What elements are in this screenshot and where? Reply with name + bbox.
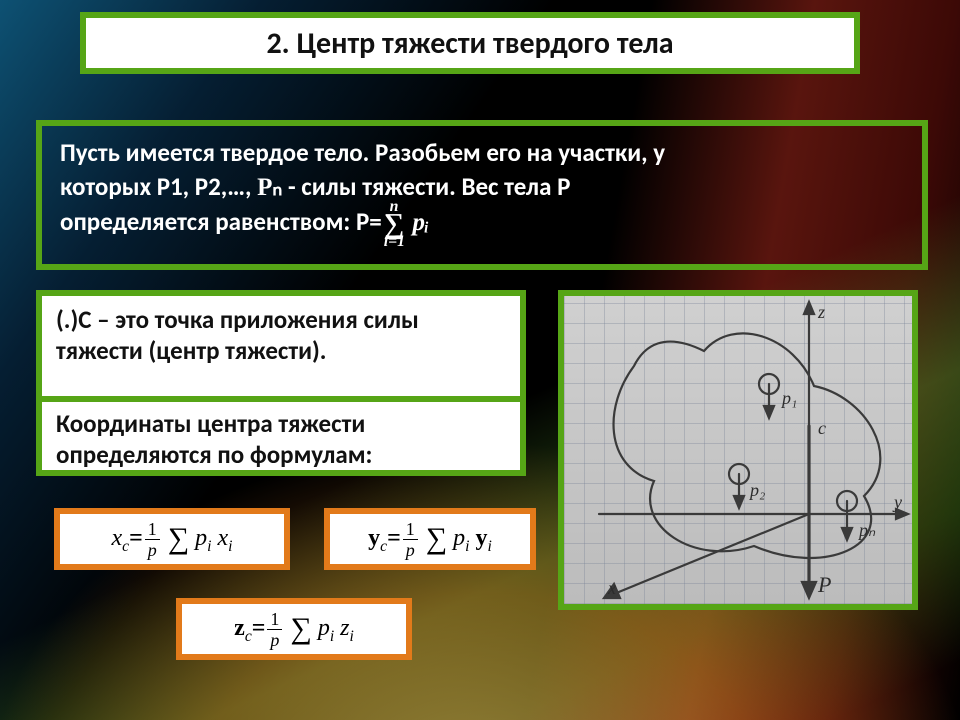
sum-lower: i=1 xyxy=(384,231,405,252)
coordinates-box: Координаты центра тяжести определяются п… xyxy=(36,396,526,476)
fz-num: 1 xyxy=(267,610,282,630)
axis-z-label: z xyxy=(817,302,825,322)
fz-i: i xyxy=(330,627,334,644)
sum-upper: n xyxy=(384,196,405,217)
fx-var: x xyxy=(112,525,123,551)
fy-i: i xyxy=(465,537,469,554)
fx-i: i xyxy=(207,537,211,554)
axis-x-label: x xyxy=(607,578,616,598)
diagram-big-p: P xyxy=(817,572,831,597)
diagram-p1: p₁ xyxy=(780,388,797,408)
definition-box: (.)С – это точка приложения силы тяжести… xyxy=(36,290,526,408)
fz-var: z xyxy=(234,615,245,641)
formula-zc: zc=1p ∑ pi zi xyxy=(176,598,412,660)
intro-line1a: Пусть имеется твердое тело. Разобьем его… xyxy=(60,137,665,168)
fz-zi-sub: i xyxy=(350,627,354,644)
diagram-p2: p₂ xyxy=(748,480,765,500)
sum-term: pᵢ xyxy=(412,209,429,236)
axis-y-label: y xyxy=(892,492,902,512)
slide-title-text: 2. Центр тяжести твердого тела xyxy=(266,25,673,62)
definition-text: (.)С – это точка приложения силы тяжести… xyxy=(56,304,419,366)
intro-line2: определяется равенством: Р= xyxy=(60,206,382,237)
diagram-box: z y x p₁ p₂ pₙ c P xyxy=(558,290,918,610)
fz-zi: z xyxy=(340,615,349,641)
fy-den: p xyxy=(403,540,418,559)
fy-var: y xyxy=(368,525,380,551)
fx-num: 1 xyxy=(145,520,160,540)
fy-yi: y xyxy=(476,525,488,551)
coordinates-text: Координаты центра тяжести определяются п… xyxy=(56,408,372,470)
fy-num: 1 xyxy=(403,520,418,540)
diagram-svg: z y x p₁ p₂ pₙ c P xyxy=(564,296,912,604)
fy-yi-sub: i xyxy=(488,537,492,554)
formula-yc: yc=1p ∑ pi yi xyxy=(324,508,536,570)
fx-xi-sub: i xyxy=(228,537,232,554)
fz-sub: c xyxy=(245,627,252,644)
fy-p: p xyxy=(453,525,465,551)
intro-box: Пусть имеется твердое тело. Разобьем его… xyxy=(36,120,928,270)
intro-sum-formula: n∑i=1 pᵢ xyxy=(382,209,430,236)
fz-den: p xyxy=(267,630,282,649)
diagram-c: c xyxy=(818,418,826,438)
fx-p: p xyxy=(195,525,207,551)
intro-line1b: которых Р1, Р2,…, xyxy=(60,171,251,202)
fx-den: p xyxy=(145,540,160,559)
fx-xi: x xyxy=(218,525,229,551)
slide-title-box: 2. Центр тяжести твердого тела xyxy=(80,12,860,74)
fz-p: p xyxy=(318,615,330,641)
intro-pn: Pₙ xyxy=(257,174,282,201)
diagram-pn: pₙ xyxy=(857,520,876,540)
intro-line1c: - силы тяжести. Вес тела Р xyxy=(288,171,570,202)
diagram-sketch: z y x p₁ p₂ pₙ c P xyxy=(564,296,912,604)
formula-xc: xc=1p ∑ pi xi xyxy=(54,508,290,570)
